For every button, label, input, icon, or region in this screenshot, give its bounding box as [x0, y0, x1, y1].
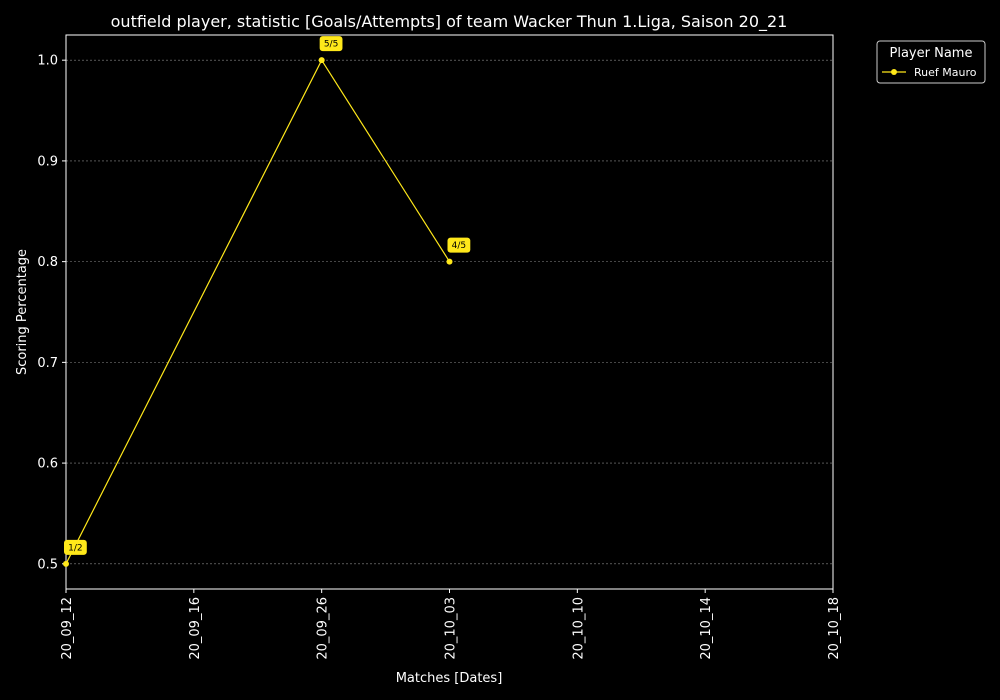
- x-tick-label: 20_10_18: [827, 597, 842, 660]
- data-label-box: [64, 539, 87, 555]
- legend-title: Player Name: [890, 46, 973, 61]
- data-point: [63, 560, 69, 567]
- data-label-box: [447, 237, 471, 253]
- y-tick-label: 0.9: [37, 154, 58, 169]
- x-tick-label: 20_09_12: [60, 597, 75, 660]
- y-axis-label: Scoring Percentage: [15, 249, 30, 375]
- legend-marker-swatch: [891, 69, 897, 75]
- y-tick-label: 0.5: [37, 557, 58, 572]
- x-tick-label: 20_09_16: [188, 597, 203, 660]
- series: 1/2 5/5 4/5: [63, 36, 471, 567]
- data-point: [446, 258, 453, 265]
- x-axis-label: Matches [Dates]: [396, 671, 503, 686]
- data-label: 5/5: [324, 40, 338, 50]
- y-tick-label: 0.6: [37, 457, 58, 472]
- x-tick-label: 20_10_10: [571, 597, 586, 660]
- data-label: 4/5: [452, 241, 466, 251]
- axis-ticks: 0.5 0.6 0.7 0.8 0.9 1.0 20_09_12 20_09_16 20_09_…: [37, 54, 842, 660]
- y-tick-label: 0.7: [37, 356, 58, 371]
- data-point: [318, 57, 325, 64]
- legend-entry-label: Ruef Mauro: [914, 66, 977, 79]
- legend: Player Name Ruef Mauro: [876, 40, 986, 84]
- chart-title: outfield player, statistic [Goals/Attemp…: [111, 12, 788, 32]
- x-tick-label: 20_10_14: [699, 597, 714, 660]
- x-tick-label: 20_09_26: [316, 597, 331, 660]
- data-label-box: [319, 36, 343, 52]
- y-tick-label: 1.0: [37, 54, 58, 69]
- x-tick-label: 20_10_03: [444, 597, 459, 660]
- y-tick-label: 0.8: [37, 255, 58, 270]
- data-label: 1/2: [68, 543, 82, 553]
